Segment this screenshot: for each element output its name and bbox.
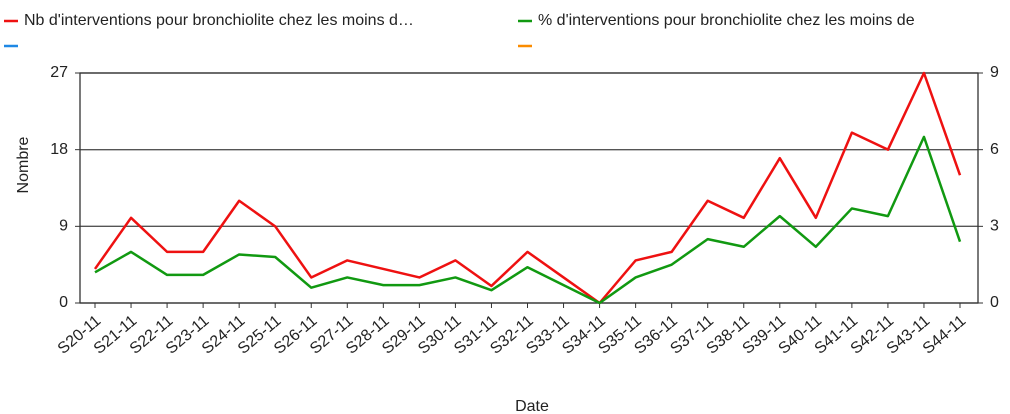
y2-tick-label: 6 [990,141,999,158]
y-tick-label: 18 [50,141,68,158]
y2-tick-label: 9 [990,64,999,81]
y-tick-label: 9 [59,218,68,235]
y-tick-label: 0 [59,294,68,311]
x-axis-title: Date [515,398,549,414]
y2-tick-label: 0 [990,294,999,311]
legend-label: % d'interventions pour bronchiolite chez… [538,12,915,29]
legend-label: Nb d'interventions pour bronchiolite che… [24,12,414,29]
y-tick-label: 27 [50,64,68,81]
plot-frame [79,72,979,304]
y2-tick-label: 3 [990,218,999,235]
y-axis-title: Nombre [15,136,32,193]
series-line [93,71,962,305]
series-line [94,135,962,305]
